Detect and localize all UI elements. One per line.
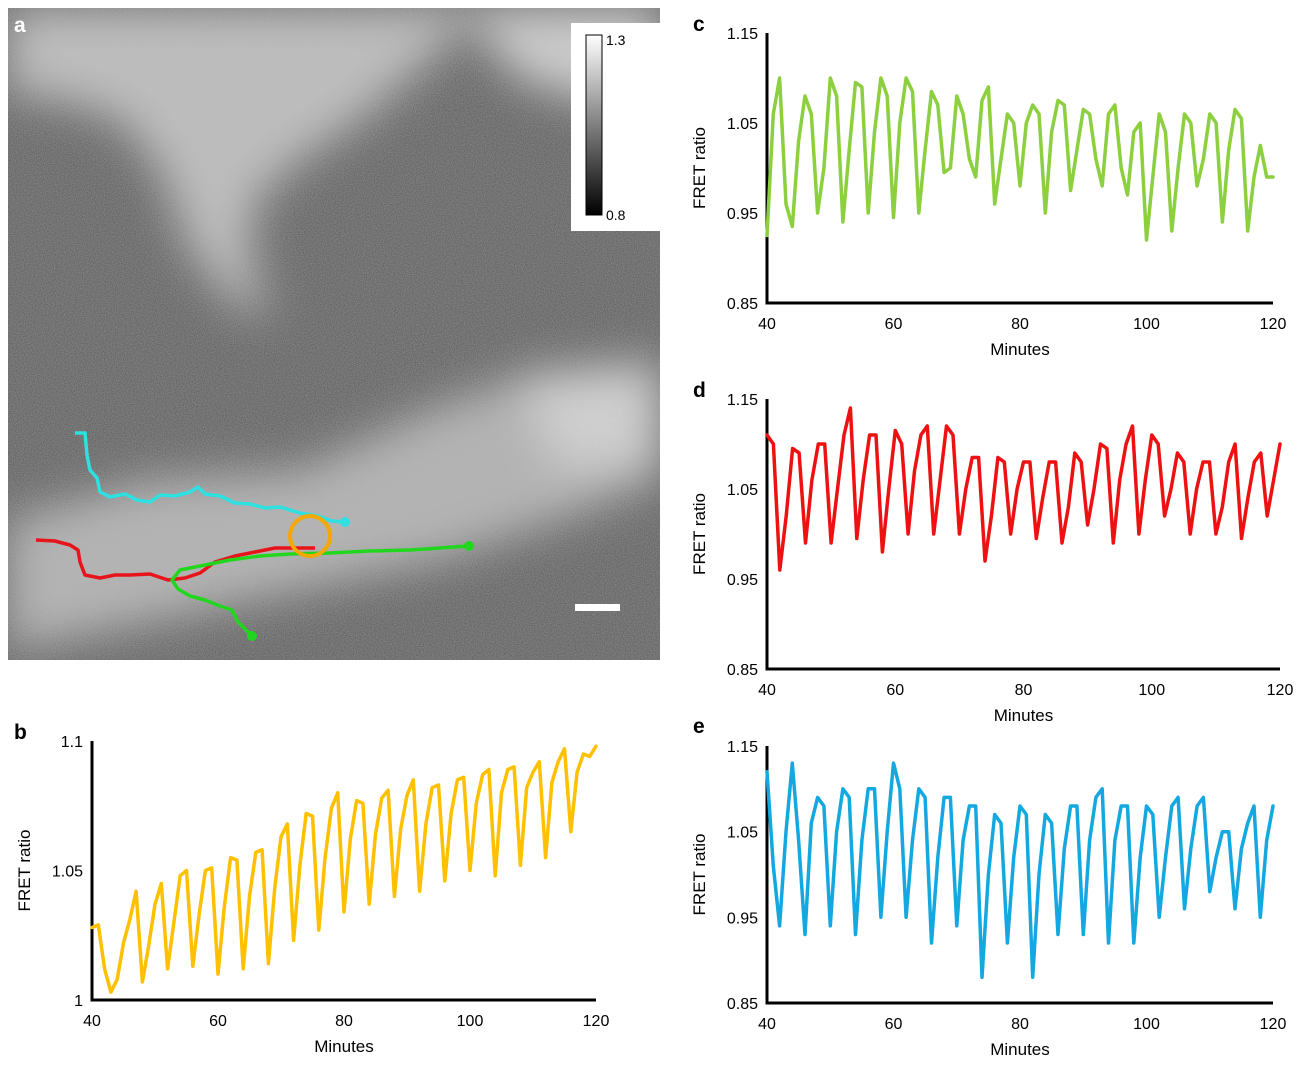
microscopy-panel: 1.3 0.8 xyxy=(8,8,660,660)
x-tick-label: 120 xyxy=(1260,1016,1287,1033)
y-tick-label: 1.05 xyxy=(727,116,758,133)
y-tick-label: 1.1 xyxy=(61,734,83,751)
series-line xyxy=(765,76,1275,242)
x-tick-label: 60 xyxy=(885,316,903,333)
y-tick-label: 0.95 xyxy=(727,206,758,223)
panel-label-d: d xyxy=(693,379,706,402)
x-tick-label: 80 xyxy=(1011,316,1029,333)
colorbar-gradient xyxy=(585,34,603,216)
x-tick-label: 100 xyxy=(457,1013,484,1030)
panel-label-e: e xyxy=(693,715,705,738)
x-tick-label: 100 xyxy=(1133,316,1160,333)
cyan-track-endpoint xyxy=(340,517,350,527)
y-tick-label: 0.85 xyxy=(727,996,758,1013)
y-axis-label: FRET ratio xyxy=(690,834,709,916)
colorbar-min-label: 0.8 xyxy=(606,207,626,223)
y-tick-label: 0.85 xyxy=(727,662,758,679)
colorbar-background xyxy=(571,23,660,231)
y-tick-label: 1.15 xyxy=(727,739,758,756)
x-tick-label: 40 xyxy=(758,682,776,699)
series-line xyxy=(765,406,1282,572)
chart-d: 40 60 80 100 120 0.85 0.95 1.05 1.15 Minutes FRET … xyxy=(690,392,1293,725)
x-tick-label: 60 xyxy=(209,1013,227,1030)
series-line xyxy=(765,761,1275,980)
x-tick-label: 120 xyxy=(1267,682,1294,699)
x-tick-label: 40 xyxy=(758,316,776,333)
cyan-cell-track xyxy=(75,431,345,524)
y-tick-label: 0.95 xyxy=(727,910,758,927)
x-tick-label: 120 xyxy=(1260,316,1287,333)
y-axis-label: FRET ratio xyxy=(690,127,709,209)
x-tick-label: 40 xyxy=(83,1013,101,1030)
green-track-startpoint xyxy=(247,631,257,641)
x-tick-label: 120 xyxy=(583,1013,610,1030)
colorbar-max-label: 1.3 xyxy=(606,32,626,48)
panel-label-a: a xyxy=(14,14,26,37)
panel-label-c: c xyxy=(693,13,705,36)
image-noise xyxy=(8,8,660,660)
scale-bar xyxy=(575,604,620,611)
x-tick-label: 60 xyxy=(886,682,904,699)
chart-e: 40 60 80 100 120 0.85 0.95 1.05 1.15 Minutes FRET … xyxy=(690,739,1286,1059)
series-line xyxy=(90,744,598,994)
x-axis-label: Minutes xyxy=(314,1037,374,1056)
y-tick-label: 0.85 xyxy=(727,296,758,313)
y-tick-label: 1.15 xyxy=(727,392,758,409)
chart-c: 40 60 80 100 120 0.85 0.95 1.05 1.15 Minutes FRET … xyxy=(690,26,1286,359)
x-tick-label: 80 xyxy=(1015,682,1033,699)
x-tick-label: 100 xyxy=(1133,1016,1160,1033)
red-cell-track xyxy=(35,538,315,582)
green-cell-track xyxy=(170,544,469,638)
y-tick-label: 0.95 xyxy=(727,572,758,589)
y-tick-label: 1 xyxy=(74,993,83,1010)
panel-label-b: b xyxy=(14,721,27,744)
x-tick-label: 60 xyxy=(885,1016,903,1033)
y-axis-label: FRET ratio xyxy=(690,493,709,575)
y-tick-label: 1.15 xyxy=(727,26,758,43)
x-tick-label: 80 xyxy=(1011,1016,1029,1033)
x-tick-label: 40 xyxy=(758,1016,776,1033)
x-tick-label: 100 xyxy=(1138,682,1165,699)
x-axis-label: Minutes xyxy=(994,706,1054,725)
colorbar: 1.3 0.8 xyxy=(571,23,660,231)
y-tick-label: 1.05 xyxy=(52,864,83,881)
y-tick-label: 1.05 xyxy=(727,482,758,499)
x-tick-label: 80 xyxy=(335,1013,353,1030)
y-axis-label: FRET ratio xyxy=(15,830,34,912)
x-axis-label: Minutes xyxy=(990,1040,1050,1059)
green-track-endpoint xyxy=(464,541,474,551)
x-axis-label: Minutes xyxy=(990,340,1050,359)
roi-circle xyxy=(288,514,332,558)
chart-b: 40 60 80 100 120 1 1.05 1.1 Minutes FRET ratio xyxy=(15,734,609,1056)
y-tick-label: 1.05 xyxy=(727,825,758,842)
